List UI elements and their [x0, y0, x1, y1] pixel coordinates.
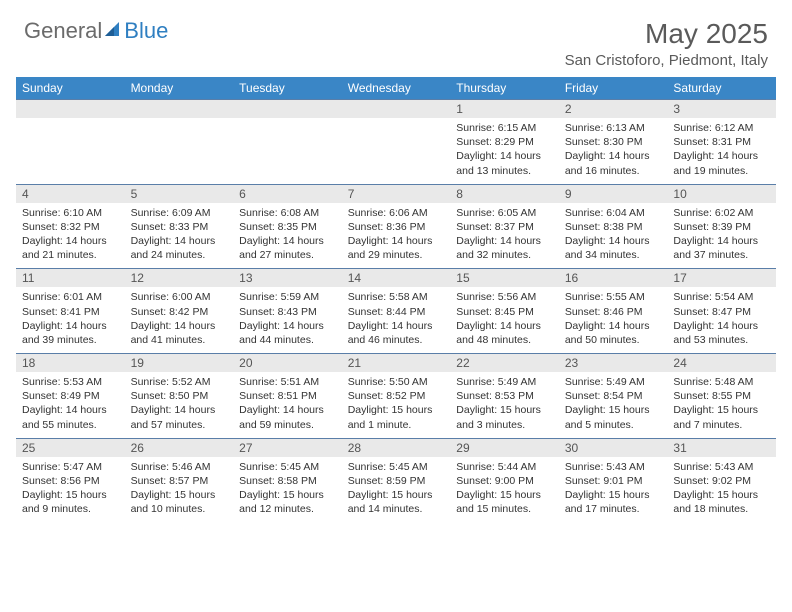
day-detail: Sunrise: 6:10 AM Sunset: 8:32 PM Dayligh… — [16, 203, 125, 269]
logo-sail-icon — [102, 19, 122, 44]
week-daynum-row: 11121314151617 — [16, 268, 776, 287]
dow-thursday: Thursday — [450, 77, 559, 99]
day-number: 4 — [16, 184, 125, 203]
logo-text-general: General — [24, 18, 102, 44]
week-detail-row: Sunrise: 6:10 AM Sunset: 8:32 PM Dayligh… — [16, 203, 776, 269]
day-number: 13 — [233, 268, 342, 287]
day-detail: Sunrise: 6:01 AM Sunset: 8:41 PM Dayligh… — [16, 287, 125, 353]
day-detail: Sunrise: 5:49 AM Sunset: 8:54 PM Dayligh… — [559, 372, 668, 438]
day-number: 2 — [559, 99, 668, 118]
week-daynum-row: 123 — [16, 99, 776, 118]
day-number — [233, 99, 342, 118]
logo: General Blue — [24, 18, 168, 44]
day-detail: Sunrise: 5:46 AM Sunset: 8:57 PM Dayligh… — [125, 457, 234, 523]
week-daynum-row: 45678910 — [16, 184, 776, 203]
day-number: 27 — [233, 438, 342, 457]
day-number: 20 — [233, 353, 342, 372]
day-number: 16 — [559, 268, 668, 287]
day-number: 18 — [16, 353, 125, 372]
day-number — [16, 99, 125, 118]
day-number: 25 — [16, 438, 125, 457]
day-detail: Sunrise: 5:43 AM Sunset: 9:01 PM Dayligh… — [559, 457, 668, 523]
day-detail: Sunrise: 6:13 AM Sunset: 8:30 PM Dayligh… — [559, 118, 668, 184]
day-detail: Sunrise: 6:05 AM Sunset: 8:37 PM Dayligh… — [450, 203, 559, 269]
week-detail-row: Sunrise: 6:15 AM Sunset: 8:29 PM Dayligh… — [16, 118, 776, 184]
day-detail: Sunrise: 5:50 AM Sunset: 8:52 PM Dayligh… — [342, 372, 451, 438]
weeks-container: 123Sunrise: 6:15 AM Sunset: 8:29 PM Dayl… — [16, 99, 776, 522]
week-detail-row: Sunrise: 5:47 AM Sunset: 8:56 PM Dayligh… — [16, 457, 776, 523]
location: San Cristoforo, Piedmont, Italy — [565, 52, 768, 69]
day-number: 7 — [342, 184, 451, 203]
day-number: 22 — [450, 353, 559, 372]
day-number: 31 — [667, 438, 776, 457]
dow-friday: Friday — [559, 77, 668, 99]
dow-wednesday: Wednesday — [342, 77, 451, 99]
day-number: 1 — [450, 99, 559, 118]
day-of-week-header: Sunday Monday Tuesday Wednesday Thursday… — [16, 77, 776, 99]
day-detail: Sunrise: 5:47 AM Sunset: 8:56 PM Dayligh… — [16, 457, 125, 523]
week-detail-row: Sunrise: 5:53 AM Sunset: 8:49 PM Dayligh… — [16, 372, 776, 438]
day-detail: Sunrise: 5:58 AM Sunset: 8:44 PM Dayligh… — [342, 287, 451, 353]
day-detail: Sunrise: 5:45 AM Sunset: 8:58 PM Dayligh… — [233, 457, 342, 523]
day-number: 24 — [667, 353, 776, 372]
day-number: 8 — [450, 184, 559, 203]
day-number: 19 — [125, 353, 234, 372]
day-detail: Sunrise: 5:44 AM Sunset: 9:00 PM Dayligh… — [450, 457, 559, 523]
day-number: 6 — [233, 184, 342, 203]
day-number: 12 — [125, 268, 234, 287]
day-number: 3 — [667, 99, 776, 118]
day-detail: Sunrise: 5:54 AM Sunset: 8:47 PM Dayligh… — [667, 287, 776, 353]
day-detail — [16, 118, 125, 184]
day-number: 11 — [16, 268, 125, 287]
title-block: May 2025 San Cristoforo, Piedmont, Italy — [565, 18, 768, 69]
day-number: 26 — [125, 438, 234, 457]
day-detail: Sunrise: 6:08 AM Sunset: 8:35 PM Dayligh… — [233, 203, 342, 269]
day-number: 9 — [559, 184, 668, 203]
day-number — [342, 99, 451, 118]
day-number: 14 — [342, 268, 451, 287]
day-number: 30 — [559, 438, 668, 457]
logo-text-blue: Blue — [124, 18, 168, 44]
calendar: Sunday Monday Tuesday Wednesday Thursday… — [0, 77, 792, 522]
day-detail: Sunrise: 5:55 AM Sunset: 8:46 PM Dayligh… — [559, 287, 668, 353]
day-detail: Sunrise: 5:56 AM Sunset: 8:45 PM Dayligh… — [450, 287, 559, 353]
day-number: 21 — [342, 353, 451, 372]
day-detail: Sunrise: 6:09 AM Sunset: 8:33 PM Dayligh… — [125, 203, 234, 269]
day-detail: Sunrise: 5:45 AM Sunset: 8:59 PM Dayligh… — [342, 457, 451, 523]
day-number: 10 — [667, 184, 776, 203]
dow-sunday: Sunday — [16, 77, 125, 99]
day-detail: Sunrise: 5:51 AM Sunset: 8:51 PM Dayligh… — [233, 372, 342, 438]
day-detail: Sunrise: 5:53 AM Sunset: 8:49 PM Dayligh… — [16, 372, 125, 438]
day-detail: Sunrise: 6:12 AM Sunset: 8:31 PM Dayligh… — [667, 118, 776, 184]
day-detail — [233, 118, 342, 184]
week-detail-row: Sunrise: 6:01 AM Sunset: 8:41 PM Dayligh… — [16, 287, 776, 353]
day-detail — [125, 118, 234, 184]
day-detail: Sunrise: 5:59 AM Sunset: 8:43 PM Dayligh… — [233, 287, 342, 353]
dow-monday: Monday — [125, 77, 234, 99]
header: General Blue May 2025 San Cristoforo, Pi… — [0, 0, 792, 77]
day-number: 23 — [559, 353, 668, 372]
day-detail: Sunrise: 5:49 AM Sunset: 8:53 PM Dayligh… — [450, 372, 559, 438]
day-detail: Sunrise: 6:15 AM Sunset: 8:29 PM Dayligh… — [450, 118, 559, 184]
day-number: 17 — [667, 268, 776, 287]
day-detail — [342, 118, 451, 184]
dow-tuesday: Tuesday — [233, 77, 342, 99]
week-daynum-row: 18192021222324 — [16, 353, 776, 372]
day-detail: Sunrise: 6:04 AM Sunset: 8:38 PM Dayligh… — [559, 203, 668, 269]
day-detail: Sunrise: 6:00 AM Sunset: 8:42 PM Dayligh… — [125, 287, 234, 353]
day-detail: Sunrise: 5:43 AM Sunset: 9:02 PM Dayligh… — [667, 457, 776, 523]
day-number: 29 — [450, 438, 559, 457]
week-daynum-row: 25262728293031 — [16, 438, 776, 457]
day-detail: Sunrise: 6:02 AM Sunset: 8:39 PM Dayligh… — [667, 203, 776, 269]
day-number: 28 — [342, 438, 451, 457]
dow-saturday: Saturday — [667, 77, 776, 99]
day-number — [125, 99, 234, 118]
day-number: 5 — [125, 184, 234, 203]
month-title: May 2025 — [565, 18, 768, 50]
day-detail: Sunrise: 5:52 AM Sunset: 8:50 PM Dayligh… — [125, 372, 234, 438]
day-number: 15 — [450, 268, 559, 287]
day-detail: Sunrise: 6:06 AM Sunset: 8:36 PM Dayligh… — [342, 203, 451, 269]
day-detail: Sunrise: 5:48 AM Sunset: 8:55 PM Dayligh… — [667, 372, 776, 438]
